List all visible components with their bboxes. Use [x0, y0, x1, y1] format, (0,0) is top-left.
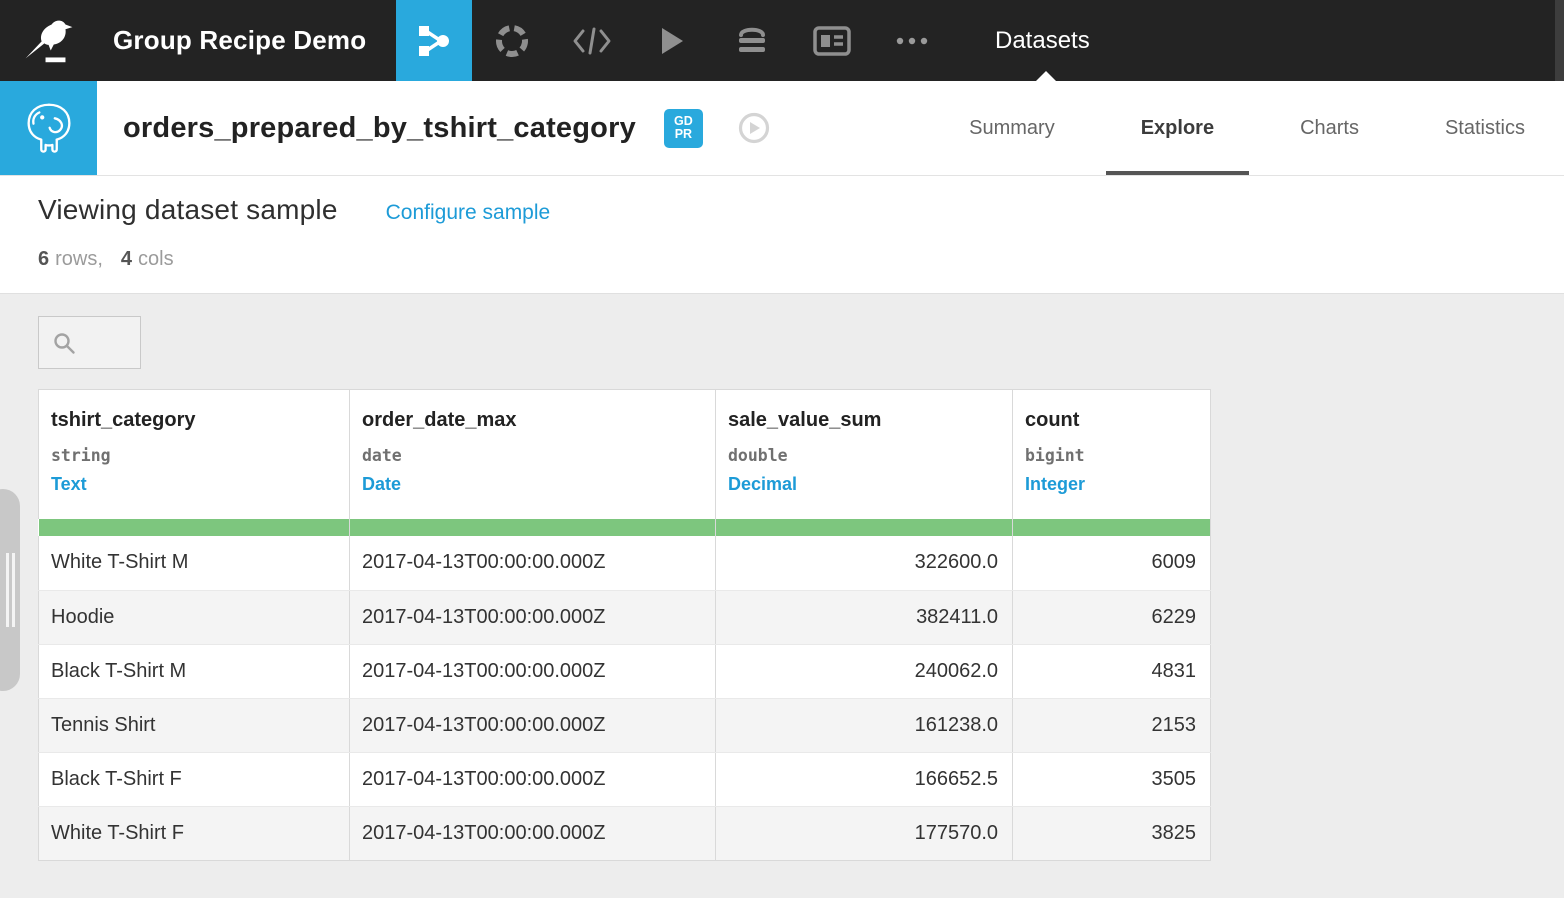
play-icon[interactable] — [632, 0, 712, 81]
drag-grip-icon — [6, 553, 15, 627]
table-cell[interactable]: 2017-04-13T00:00:00.000Z — [349, 698, 716, 753]
column-validity-bar[interactable] — [349, 519, 716, 536]
column-storage-type: date — [362, 446, 402, 465]
tab-statistics[interactable]: Statistics — [1444, 116, 1525, 139]
table-cell[interactable]: 2153 — [1012, 698, 1211, 753]
column-storage-type: bigint — [1025, 446, 1085, 465]
column-validity-bar[interactable] — [715, 519, 1013, 536]
table-row: Hoodie 2017-04-13T00:00:00.000Z 382411.0 62… — [38, 590, 1211, 645]
table-cell[interactable]: 2017-04-13T00:00:00.000Z — [349, 536, 716, 591]
sample-header: Viewing dataset sample Configure sample … — [0, 176, 1564, 293]
project-title[interactable]: Group Recipe Demo — [113, 25, 367, 55]
table-cell[interactable]: 166652.5 — [715, 752, 1013, 807]
configure-sample-link[interactable]: Configure sample — [385, 201, 551, 224]
table-cell[interactable]: 3825 — [1012, 806, 1211, 861]
column-validity-bar[interactable] — [38, 519, 350, 536]
flow-icon[interactable] — [396, 0, 472, 81]
column-meaning-link[interactable]: Decimal — [728, 474, 798, 494]
column-name: count — [1025, 409, 1080, 431]
top-navigation-bar: Group Recipe Demo — [0, 0, 1564, 81]
search-icon — [52, 331, 76, 355]
table-cell[interactable]: 240062.0 — [715, 644, 1013, 699]
column-storage-type: string — [51, 446, 111, 465]
jobs-stack-icon[interactable] — [712, 0, 792, 81]
code-icon[interactable] — [552, 0, 632, 81]
table-cell[interactable]: 6009 — [1012, 536, 1211, 591]
datasets-section-label[interactable]: Datasets — [995, 26, 1090, 54]
table-cell[interactable]: 2017-04-13T00:00:00.000Z — [349, 806, 716, 861]
table-cell[interactable]: 177570.0 — [715, 806, 1013, 861]
sample-dimensions: 6 rows, 4 cols — [38, 248, 1564, 271]
table-cell[interactable]: Tennis Shirt — [38, 698, 350, 753]
column-storage-type: double — [728, 446, 788, 465]
table-row: Tennis Shirt 2017-04-13T00:00:00.000Z 1612… — [38, 698, 1211, 753]
dataset-header: orders_prepared_by_tshirt_category GD PR… — [0, 81, 1564, 176]
table-cell[interactable]: 322600.0 — [715, 536, 1013, 591]
build-status-icon[interactable] — [737, 111, 771, 145]
left-panel-handle[interactable] — [0, 489, 20, 691]
table-cell[interactable]: 2017-04-13T00:00:00.000Z — [349, 644, 716, 699]
table-cell[interactable]: 4831 — [1012, 644, 1211, 699]
tab-charts[interactable]: Charts — [1300, 116, 1359, 139]
postgresql-dataset-icon[interactable] — [0, 81, 97, 175]
dataset-tabs: Summary Explore Charts Statistics — [969, 81, 1525, 175]
table-cell[interactable]: 2017-04-13T00:00:00.000Z — [349, 752, 716, 807]
column-meaning-link[interactable]: Date — [362, 474, 402, 494]
column-meaning-link[interactable]: Integer — [1025, 474, 1086, 494]
column-name: order_date_max — [362, 409, 517, 431]
table-cell[interactable]: Black T-Shirt F — [38, 752, 350, 807]
tab-explore[interactable]: Explore — [1105, 81, 1250, 175]
more-options-icon[interactable] — [872, 0, 952, 81]
gdpr-badge-line1: GD — [674, 114, 693, 128]
column-meaning-link[interactable]: Text — [51, 474, 87, 494]
rows-count: 6 — [38, 248, 50, 270]
column-header-count[interactable]: count bigint Integer — [1012, 389, 1211, 519]
dataiku-logo[interactable] — [0, 0, 97, 81]
table-cell[interactable]: 382411.0 — [715, 590, 1013, 645]
table-cell[interactable]: 6229 — [1012, 590, 1211, 645]
tab-summary[interactable]: Summary — [969, 116, 1055, 139]
topbar-nav-icons — [396, 0, 952, 81]
dataset-name: orders_prepared_by_tshirt_category — [123, 111, 636, 144]
table-row: White T-Shirt F 2017-04-13T00:00:00.000Z 1… — [38, 806, 1211, 861]
active-section-caret — [1036, 71, 1056, 81]
column-name: tshirt_category — [51, 409, 196, 431]
table-cell[interactable]: Black T-Shirt M — [38, 644, 350, 699]
table-row: Black T-Shirt F 2017-04-13T00:00:00.000Z 1… — [38, 752, 1211, 807]
dataiku-bird-icon — [23, 16, 75, 66]
scrollbar-track[interactable] — [1555, 0, 1564, 81]
table-cell[interactable]: White T-Shirt F — [38, 806, 350, 861]
table-cell[interactable]: White T-Shirt M — [38, 536, 350, 591]
table-cell[interactable]: Hoodie — [38, 590, 350, 645]
cols-label: cols — [138, 248, 174, 270]
gdpr-badge-line2: PR — [674, 127, 693, 141]
gdpr-badge[interactable]: GD PR — [663, 108, 703, 148]
column-name: sale_value_sum — [728, 409, 882, 431]
table-cell[interactable]: 2017-04-13T00:00:00.000Z — [349, 590, 716, 645]
rows-label: rows, — [55, 248, 103, 270]
table-cell[interactable]: 161238.0 — [715, 698, 1013, 753]
sample-title: Viewing dataset sample — [38, 194, 338, 225]
table-row: White T-Shirt M 2017-04-13T00:00:00.000Z 3… — [38, 536, 1211, 591]
dashboard-icon[interactable] — [792, 0, 872, 81]
table-cell[interactable]: 3505 — [1012, 752, 1211, 807]
cols-count: 4 — [120, 248, 133, 270]
search-input[interactable] — [38, 316, 141, 369]
column-validity-bar[interactable] — [1012, 519, 1211, 536]
table-row: Black T-Shirt M 2017-04-13T00:00:00.000Z 2… — [38, 644, 1211, 699]
lab-icon[interactable] — [472, 0, 552, 81]
